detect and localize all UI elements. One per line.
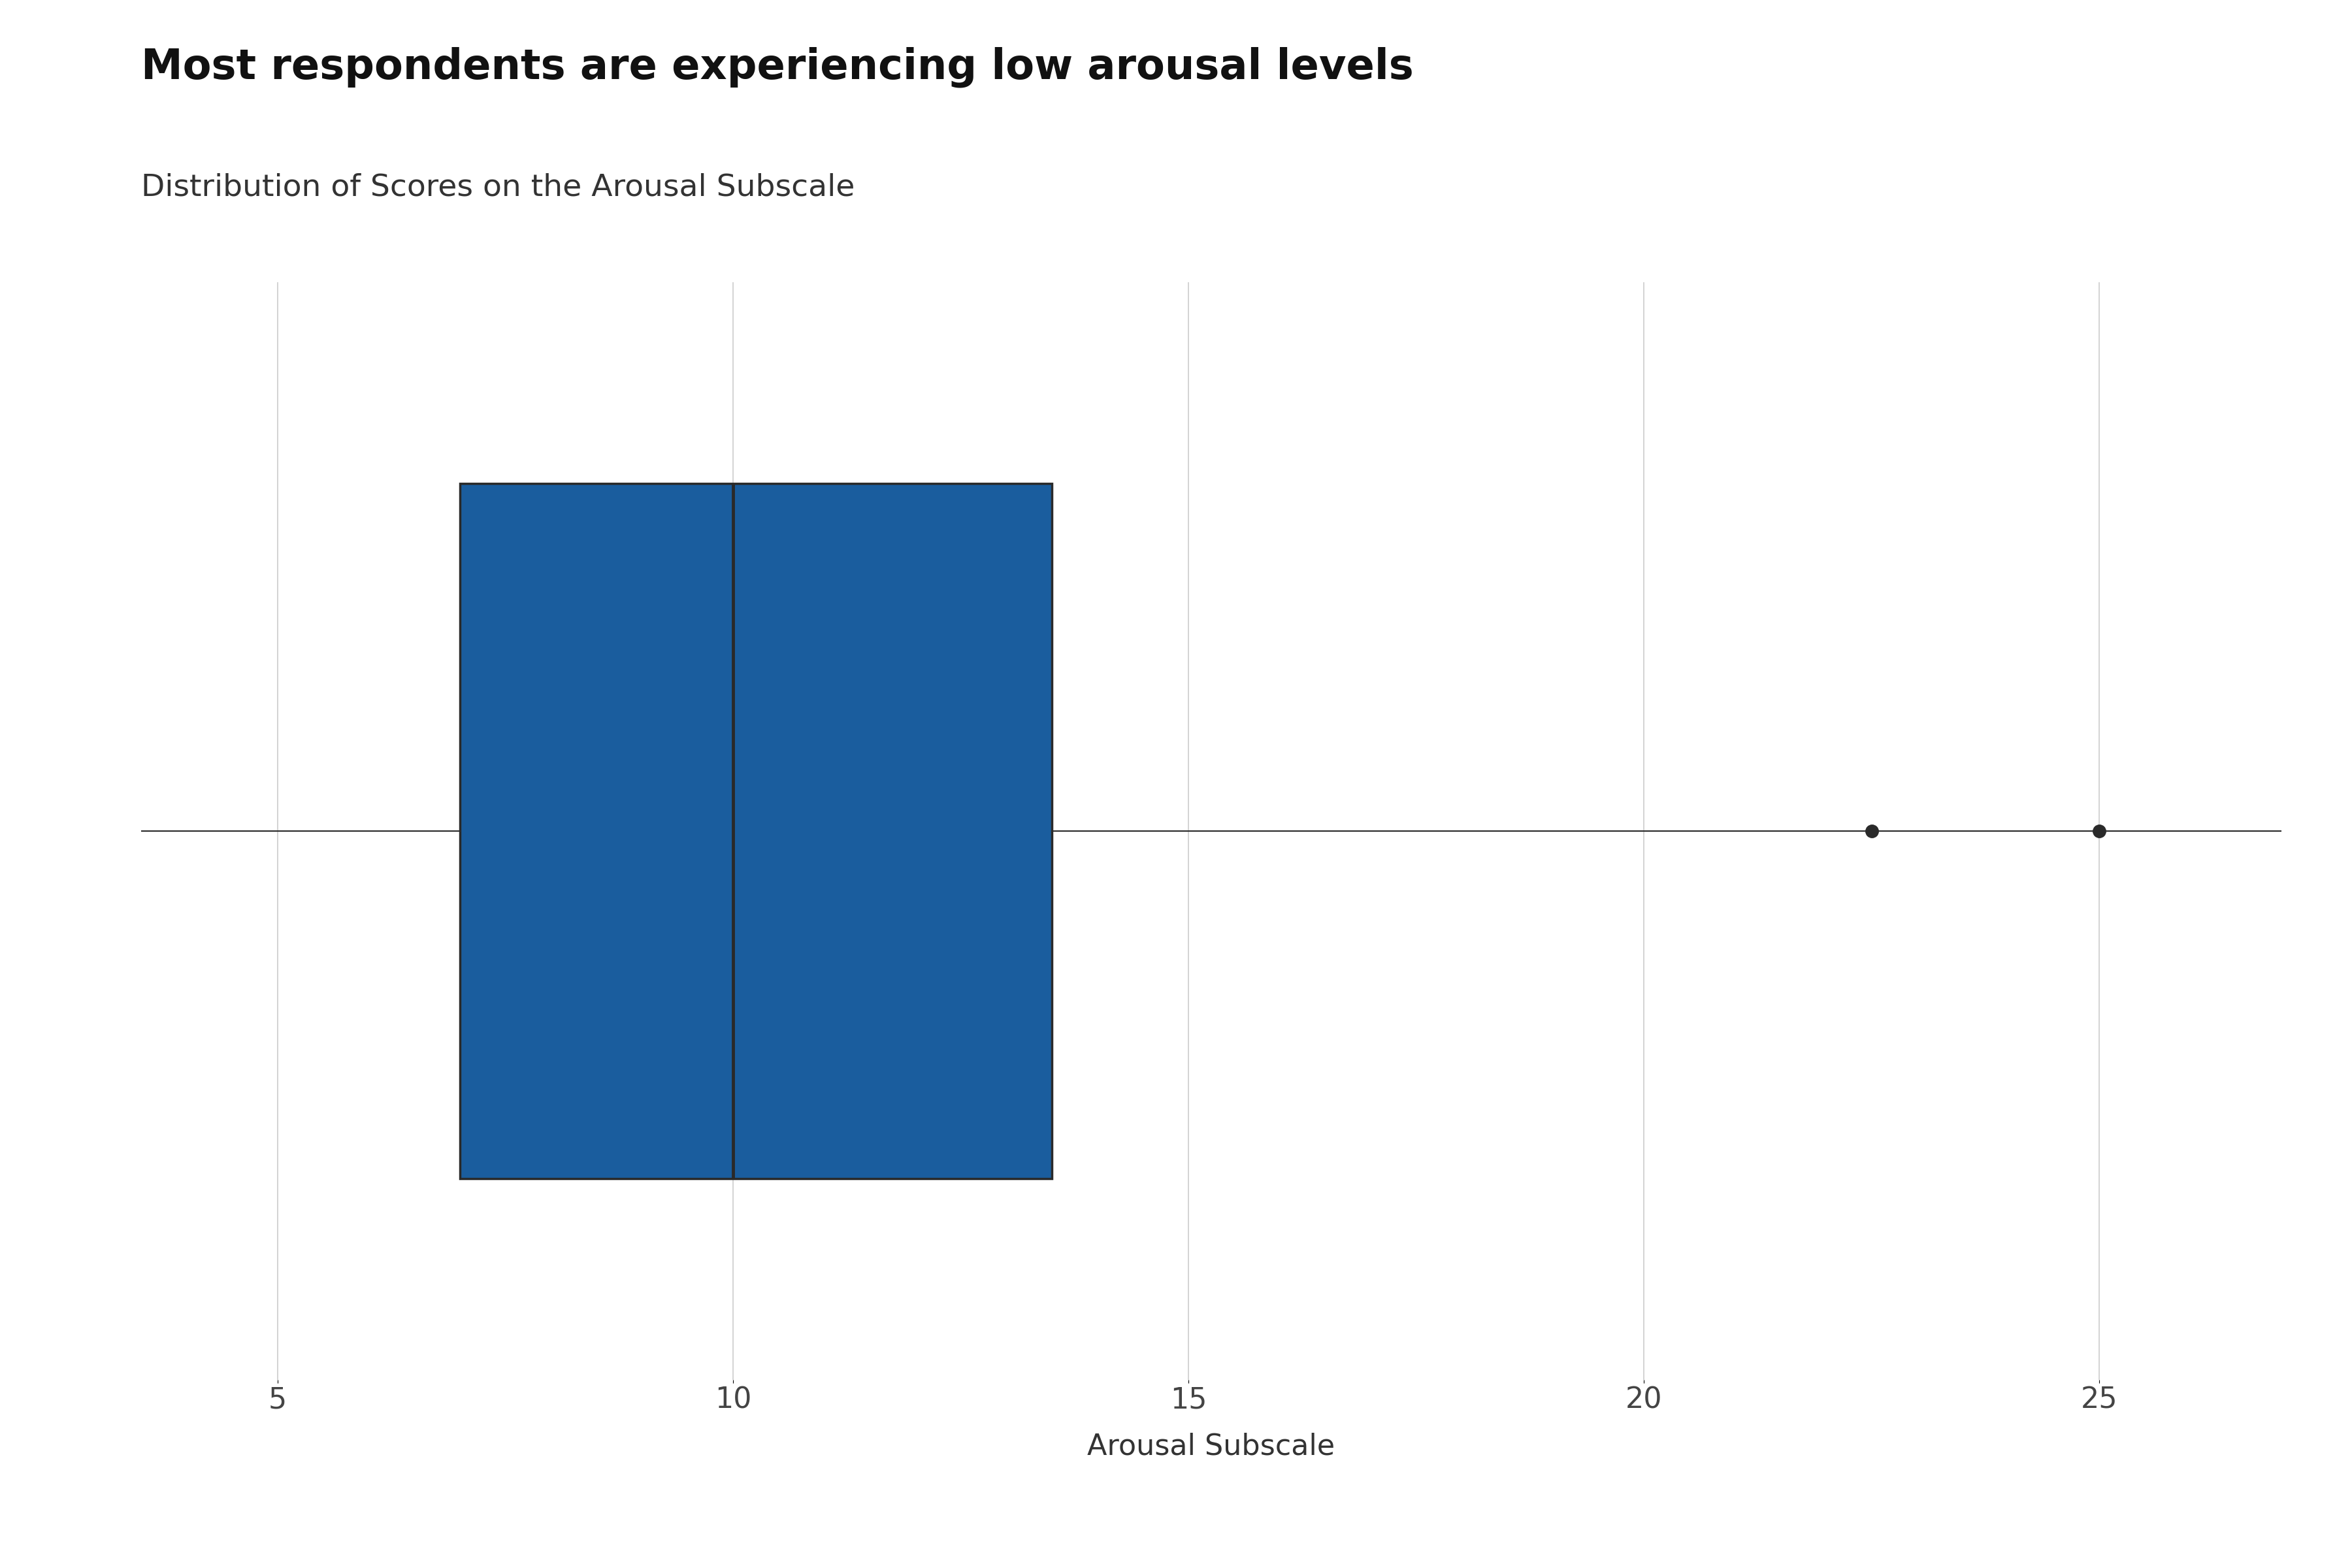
Text: Distribution of Scores on the Arousal Subscale: Distribution of Scores on the Arousal Su… <box>141 172 854 202</box>
Text: Most respondents are experiencing low arousal levels: Most respondents are experiencing low ar… <box>141 47 1414 88</box>
FancyBboxPatch shape <box>461 483 1051 1179</box>
X-axis label: Arousal Subscale: Arousal Subscale <box>1087 1433 1336 1460</box>
